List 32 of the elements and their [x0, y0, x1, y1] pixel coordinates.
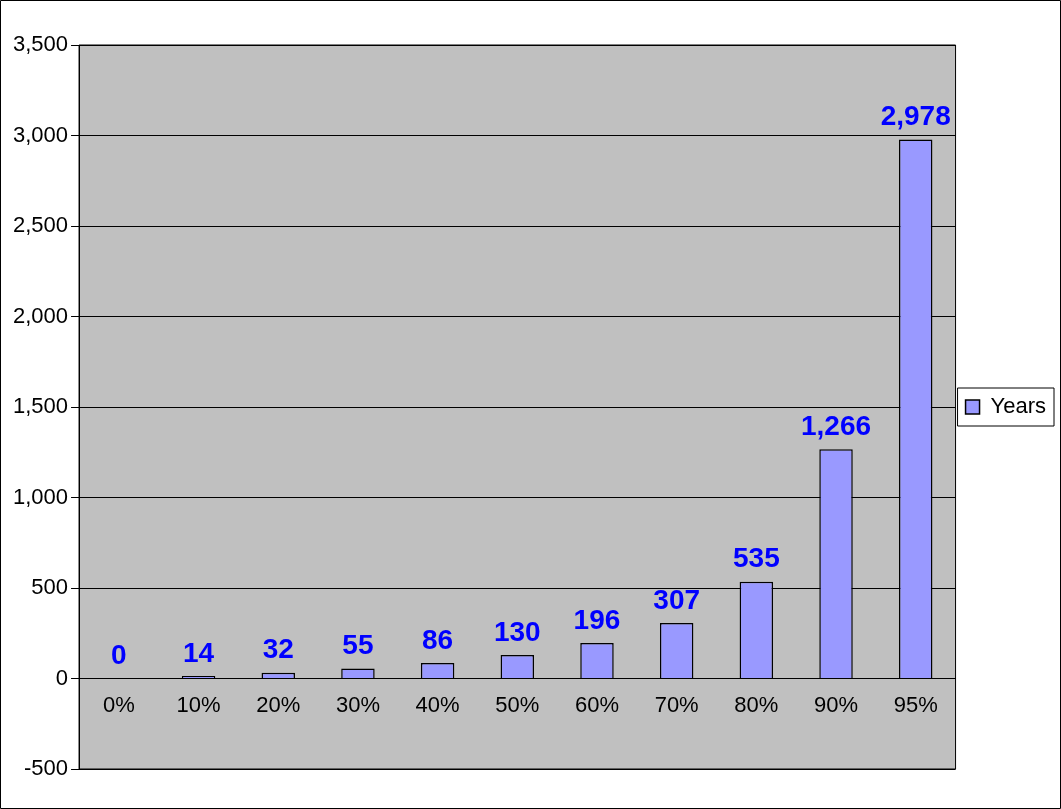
legend-label: Years — [990, 393, 1046, 419]
x-tick-label: 0% — [103, 691, 135, 717]
data-label: 535 — [732, 542, 780, 574]
x-tick-label: 60% — [574, 691, 620, 717]
x-tick-label: 70% — [654, 691, 699, 717]
x-tick-label: 50% — [495, 691, 540, 717]
x-tick-label: 95% — [893, 691, 938, 717]
y-tick-label: 500 — [31, 574, 69, 600]
x-tick-label: 80% — [734, 691, 779, 717]
data-label: 14 — [183, 636, 215, 668]
x-tick-label: 30% — [335, 691, 380, 717]
y-tick-label: -500 — [24, 755, 69, 781]
y-tick-label: 1,500 — [12, 393, 69, 419]
data-label: 32 — [262, 633, 294, 665]
data-label: 196 — [573, 603, 621, 635]
y-tick-label: 2,000 — [12, 302, 69, 328]
y-tick-label: 0 — [55, 664, 69, 690]
data-label: 2,978 — [880, 100, 951, 132]
data-label: 130 — [493, 615, 541, 647]
x-tick-label: 10% — [176, 691, 221, 717]
x-tick-label: 20% — [256, 691, 301, 717]
y-tick-label: 3,500 — [12, 31, 69, 57]
x-tick-label: 40% — [415, 691, 460, 717]
data-label: 0 — [111, 639, 127, 671]
data-label: 1,266 — [800, 410, 872, 442]
data-label: 86 — [422, 623, 454, 655]
data-label: 55 — [342, 629, 374, 661]
data-label: 307 — [653, 583, 701, 615]
y-tick-label: 2,500 — [12, 212, 69, 238]
x-tick-label: 90% — [814, 691, 859, 717]
y-tick-label: 1,000 — [12, 483, 69, 509]
y-tick-label: 3,000 — [12, 121, 69, 147]
